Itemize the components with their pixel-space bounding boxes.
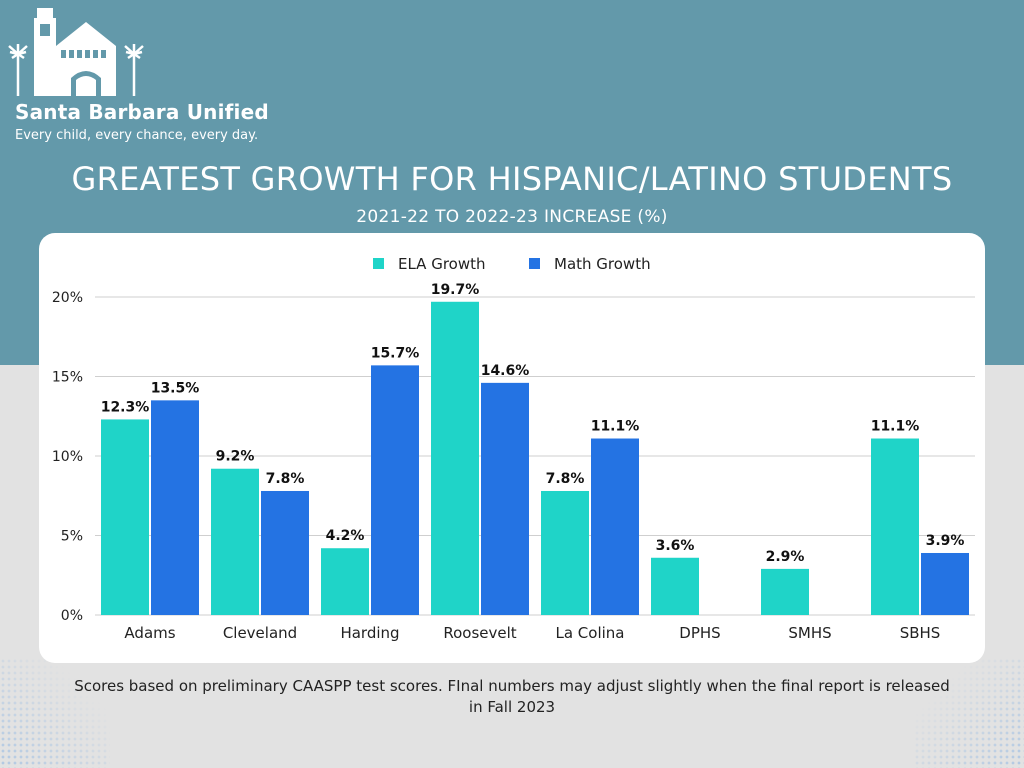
decorative-dots-left	[0, 658, 110, 768]
y-tick-label: 20%	[52, 290, 83, 306]
decorative-dots-right	[914, 658, 1024, 768]
district-tagline: Every child, every chance, every day.	[15, 128, 259, 143]
ela-bar	[761, 568, 809, 615]
district-name: Santa Barbara Unified	[15, 100, 269, 124]
ela-bar	[651, 557, 699, 615]
math-bar	[151, 400, 199, 615]
ela-bar	[541, 490, 589, 615]
bar-data-label: 14.6%	[481, 363, 530, 379]
bar-data-label: 12.3%	[101, 399, 150, 415]
ela-bar	[211, 468, 259, 615]
legend-swatch	[373, 258, 384, 269]
y-tick-label: 15%	[52, 370, 83, 386]
bar-data-label: 19.7%	[431, 282, 480, 298]
bar-chart: 0%5%10%15%20%ELA Growth Math Growth12.3%1…	[52, 255, 975, 642]
chart-title: GREATEST GROWTH FOR HISPANIC/LATINO STUD…	[71, 160, 953, 198]
y-tick-label: 10%	[52, 449, 83, 465]
x-tick-label: La Colina	[555, 624, 624, 642]
legend-label: ELA Growth	[398, 255, 486, 273]
bar-data-label: 11.1%	[591, 419, 640, 435]
bar-data-label: 3.6%	[656, 538, 695, 554]
ela-bar	[871, 438, 919, 615]
bar-data-label: 11.1%	[871, 419, 920, 435]
ela-bar	[431, 301, 479, 615]
bar-data-label: 9.2%	[216, 449, 255, 465]
legend-swatch	[529, 258, 540, 269]
x-tick-label: Adams	[124, 624, 175, 642]
y-tick-label: 5%	[61, 529, 83, 545]
bar-data-label: 4.2%	[326, 528, 365, 544]
x-tick-label: SBHS	[900, 624, 941, 642]
bar-data-label: 2.9%	[766, 549, 805, 565]
math-bar	[921, 552, 969, 615]
bar-data-label: 13.5%	[151, 380, 200, 396]
bar-data-label: 7.8%	[546, 471, 585, 487]
math-bar	[591, 438, 639, 615]
y-tick-label: 0%	[61, 608, 83, 624]
x-tick-label: SMHS	[788, 624, 831, 642]
bar-data-label: 7.8%	[266, 471, 305, 487]
chart-subtitle: 2021-22 TO 2022-23 INCREASE (%)	[356, 207, 668, 227]
x-tick-label: Harding	[340, 624, 399, 642]
bar-data-label: 15.7%	[371, 345, 420, 361]
math-bar	[261, 490, 309, 615]
math-bar	[481, 382, 529, 615]
ela-bar	[321, 548, 369, 615]
chart-card: 0% 5% 10% 15% 20% ELA Growth Math Growth 12.3% 1…	[39, 233, 985, 663]
x-tick-label: Roosevelt	[443, 624, 516, 642]
bar-data-label: 3.9%	[926, 533, 965, 549]
legend-label: Math Growth	[554, 255, 651, 273]
x-tick-label: Cleveland	[223, 624, 297, 642]
x-tick-label: DPHS	[679, 624, 720, 642]
footnote: Scores based on preliminary CAASPP test …	[74, 677, 950, 716]
math-bar	[371, 365, 419, 615]
ela-bar	[101, 419, 149, 615]
district-logo	[8, 8, 144, 96]
